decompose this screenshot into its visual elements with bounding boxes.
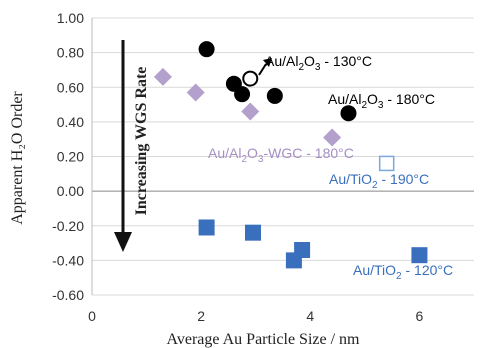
- y-tick-label: 0.00: [57, 183, 84, 199]
- x-tick-label: 2: [197, 308, 205, 324]
- label-text: O: [367, 91, 378, 107]
- series-label: Au/Al2O3 - 180°C: [328, 91, 435, 111]
- subscript-text: 3: [378, 100, 384, 111]
- rate-arrow-label: Increasing WGS Rate: [133, 67, 150, 216]
- label-text: - 180°C: [383, 91, 435, 107]
- y-tick-label: -0.60: [52, 287, 84, 303]
- axis-layer: -0.60 -0.40 -0.20 0.00 0.20 0.40 0.60 0.80 1.00 0…: [52, 10, 474, 324]
- y-tick-label: -0.40: [52, 252, 84, 268]
- label-text: - 130°C: [320, 53, 372, 69]
- label-text: O: [304, 53, 315, 69]
- pointer-shaft: [258, 63, 267, 76]
- subscript-text: 2: [372, 180, 378, 191]
- diamond-point: [323, 128, 342, 147]
- open-circle-point: [242, 70, 259, 87]
- subscript-text: 2: [361, 100, 367, 111]
- y-tick-label: -0.20: [52, 218, 84, 234]
- filled-circle-point: [340, 105, 357, 122]
- subscript-text: 3: [258, 154, 264, 165]
- filled-square-point: [411, 247, 428, 264]
- diamond-point: [241, 102, 260, 121]
- diamond-point: [186, 83, 205, 102]
- filled-circle-point: [198, 41, 215, 58]
- y-tick-label: 1.00: [57, 10, 84, 26]
- label-text: Au/Al: [208, 145, 241, 161]
- label-text: Au/Al: [265, 53, 298, 69]
- x-tick-label: 6: [416, 308, 424, 324]
- x-axis-title: Average Au Particle Size / nm: [167, 331, 361, 348]
- label-text: -WGC - 180°C: [263, 145, 353, 161]
- pointer-head: [263, 58, 272, 67]
- y-tick-label: 0.60: [57, 79, 84, 95]
- filled-square-point: [198, 219, 215, 236]
- diamond-point: [153, 67, 172, 86]
- open-circle-pointer: [258, 58, 272, 76]
- series-label: Au/TiO2 - 120°C: [353, 262, 453, 282]
- subscript-text: 2: [396, 271, 402, 282]
- label-text: Au/TiO: [329, 171, 372, 187]
- label-text: - 120°C: [402, 262, 454, 278]
- subscript-text: 2: [241, 154, 247, 165]
- series-label: Au/TiO2 - 190°C: [329, 171, 429, 191]
- series-label: Au/Al2O3-WGC - 180°C: [208, 145, 354, 165]
- label-layer: Au/Al2O3 - 130°CAu/Al2O3 - 180°CAu/Al2O3…: [208, 53, 453, 282]
- filled-circle-point: [266, 87, 283, 104]
- y-tick-label: 0.20: [57, 149, 84, 165]
- label-text: O: [247, 145, 258, 161]
- rate-arrow: Increasing WGS Rate: [114, 40, 150, 252]
- label-text: Au/TiO: [353, 262, 396, 278]
- subscript-text: 2: [298, 62, 304, 73]
- filled-circle-point: [234, 86, 251, 103]
- rate-arrow-head: [114, 232, 132, 252]
- series-label: Au/Al2O3 - 130°C: [265, 53, 372, 73]
- label-text: Au/Al: [328, 91, 361, 107]
- filled-square-point: [244, 224, 261, 241]
- y-tick-label: 0.80: [57, 45, 84, 61]
- x-tick-label: 4: [306, 308, 314, 324]
- y-tick-label: 0.40: [57, 114, 84, 130]
- marks-layer: [153, 41, 428, 269]
- subscript-text: 3: [315, 62, 321, 73]
- grid-layer: [92, 17, 474, 296]
- y-axis-title: Apparent H₂O Order: [9, 91, 26, 225]
- label-text: - 190°C: [378, 171, 430, 187]
- x-tick-label: 0: [88, 308, 96, 324]
- filled-square-point: [294, 241, 311, 258]
- open-square-point: [378, 155, 395, 172]
